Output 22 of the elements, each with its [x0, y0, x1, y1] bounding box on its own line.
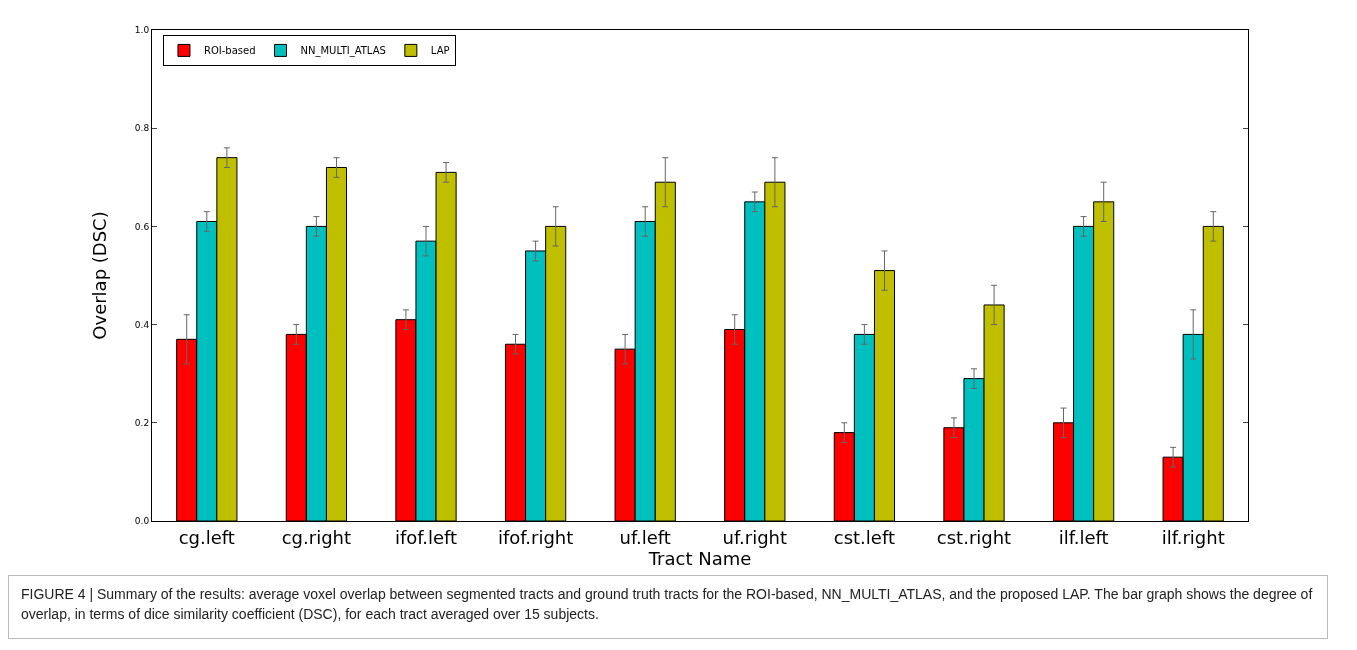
y-axis-title: Overlap (DSC): [89, 211, 110, 340]
caption: FIGURE 4 | Summary of the results: average voxel overlap between segmented tracts and ground truth tracts for the ROI-based, NN_MULTI_ATLAS, and the proposed LAP. The bar graph shows the degree of overlap, in terms of dice similarity coefficient (DSC), for each tract averaged over 15 subjects.: [21, 585, 1314, 624]
x-tick-label: cst.right: [936, 526, 1012, 548]
legend-label: ROI-based: [203, 45, 256, 57]
x-tick-label: uf.right: [722, 526, 788, 548]
x-tick-label: ilf.right: [1161, 526, 1225, 548]
x-tick-label: ifof.right: [497, 526, 574, 548]
x-tick-label: cst.left: [833, 526, 896, 548]
x-tick-label: ilf.left: [1058, 526, 1109, 548]
y-tick-label: 1.0: [134, 25, 150, 36]
y-tick-label: 0.4: [134, 319, 150, 330]
x-tick-label: cg.left: [178, 526, 235, 548]
legend-label: NN_MULTI_ATLAS: [300, 45, 386, 58]
y-tick-label: 0.8: [134, 123, 150, 134]
x-axis-title: Tract Name: [647, 547, 752, 569]
legend-label: LAP: [430, 45, 450, 57]
y-tick-label: 0.0: [134, 516, 150, 527]
y-tick-label: 0.6: [134, 221, 150, 232]
x-tick-label: ifof.left: [394, 526, 458, 548]
x-tick-label: uf.left: [619, 526, 671, 548]
y-tick-label: 0.2: [134, 417, 150, 428]
x-tick-label: cg.right: [281, 526, 352, 548]
